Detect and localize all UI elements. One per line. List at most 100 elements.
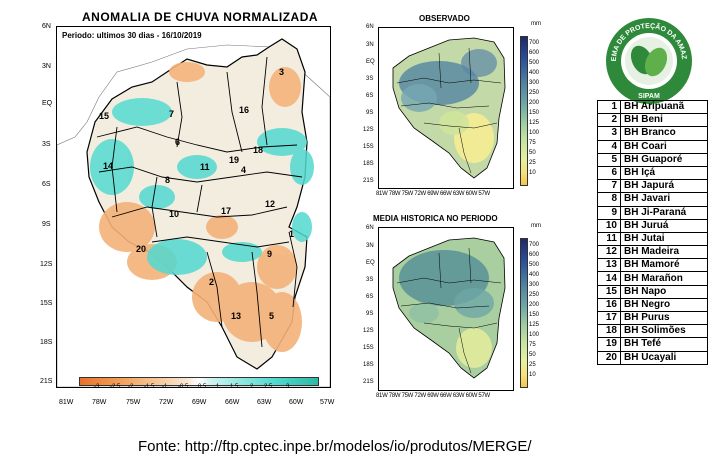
legend-name: BH Juruá bbox=[620, 218, 708, 233]
legend-num: 17 bbox=[597, 310, 621, 326]
colorbar-tick: 2.5 bbox=[264, 384, 273, 390]
basin-label-2: 2 bbox=[209, 277, 214, 287]
legend-num: 14 bbox=[597, 271, 621, 286]
historical-map-title: MEDIA HISTORICA NO PERIODO bbox=[373, 214, 498, 223]
colorbar-tick: -0.5 bbox=[178, 384, 189, 390]
sub-basin-lines bbox=[96, 56, 303, 348]
basin-label-3: 3 bbox=[279, 67, 284, 77]
observed-colorbar bbox=[520, 36, 528, 186]
colorbar-tick: 1.5 bbox=[230, 384, 239, 390]
lat-tick: 9S bbox=[42, 221, 51, 228]
observed-colorbar-tick: 700 bbox=[529, 40, 540, 46]
period-label: Periodo: ultimos 30 dias - 16/10/2019 bbox=[62, 31, 202, 40]
anomaly-colorbar bbox=[79, 377, 319, 386]
lat-tick: 6S bbox=[42, 181, 51, 188]
basin-label-8: 8 bbox=[165, 175, 170, 185]
lat-tick: 12S bbox=[363, 127, 374, 133]
legend-num: 16 bbox=[597, 297, 621, 313]
legend-name: BH Jutai bbox=[620, 231, 708, 247]
logo-acronym: SIPAM bbox=[638, 93, 660, 100]
historical-map-canvas bbox=[392, 237, 506, 379]
lat-tick: 21S bbox=[363, 178, 374, 184]
lat-tick: 3N bbox=[366, 42, 374, 48]
basin-label-20: 20 bbox=[136, 244, 146, 254]
basin-label-14: 14 bbox=[103, 161, 113, 171]
legend-row: 7 BH Japurá bbox=[597, 179, 708, 194]
historical-colorbar-tick: 700 bbox=[529, 242, 540, 248]
basin-label-5: 5 bbox=[269, 311, 274, 321]
colorbar-tick: -1 bbox=[162, 384, 168, 390]
legend-num: 12 bbox=[597, 245, 621, 260]
legend-name: BH Solimões bbox=[620, 324, 708, 339]
legend-row: 3 BH Branco bbox=[597, 126, 708, 141]
lon-tick: 72W bbox=[159, 399, 174, 406]
historical-colorbar-tick: 250 bbox=[529, 292, 540, 298]
legend-row: 15 BH Napo bbox=[597, 284, 708, 299]
lat-tick: 12S bbox=[40, 261, 53, 268]
legend-row: 1 BH Aripuanã bbox=[597, 99, 708, 115]
legend-name: BH Purus bbox=[620, 310, 708, 326]
legend-row: 14 BH Marañon bbox=[597, 271, 708, 286]
legend-name: BH Napo bbox=[620, 284, 708, 299]
legend-num: 4 bbox=[597, 139, 621, 154]
lon-tick: 63W bbox=[257, 399, 272, 406]
observed-colorbar-tick: 200 bbox=[529, 100, 540, 106]
legend-num: 19 bbox=[597, 337, 621, 352]
lat-tick: 9S bbox=[366, 110, 374, 116]
lat-tick: 6N bbox=[366, 225, 374, 231]
lat-tick: 3S bbox=[366, 76, 374, 82]
legend-name: BH Beni bbox=[620, 113, 708, 128]
legend-row: 9 BH Ji-Paraná bbox=[597, 205, 708, 220]
observed-colorbar-tick: 125 bbox=[529, 120, 540, 126]
legend-name: BH Ji-Paraná bbox=[620, 205, 708, 220]
legend-name: BH Ucayali bbox=[620, 350, 708, 365]
legend-num: 7 bbox=[597, 179, 621, 194]
basin-label-17: 17 bbox=[221, 206, 231, 216]
source-caption: Fonte: http://ftp.cptec.inpe.br/modelos/… bbox=[138, 438, 532, 455]
historical-lon-ticks: 81W 78W 75W 72W 69W 66W 63W 60W 57W bbox=[376, 393, 490, 399]
legend-num: 2 bbox=[597, 113, 621, 128]
legend-num: 13 bbox=[597, 258, 621, 273]
lon-tick: 69W bbox=[192, 399, 207, 406]
lat-tick: EQ bbox=[366, 260, 375, 266]
observed-map-title: OBSERVADO bbox=[419, 14, 470, 23]
legend-name: BH Japurá bbox=[620, 179, 708, 194]
basin-label-7: 7 bbox=[169, 109, 174, 119]
historical-colorbar-tick: 400 bbox=[529, 272, 540, 278]
basin-label-18: 18 bbox=[253, 145, 263, 155]
lon-tick: 78W bbox=[92, 399, 107, 406]
sipam-logo: SISTEMA DE PROTEÇÃO DA AMAZÔNIA SIPAM bbox=[601, 9, 694, 106]
lat-tick: 21S bbox=[40, 378, 53, 385]
basin-label-11: 11 bbox=[200, 162, 210, 172]
historical-colorbar-tick: 150 bbox=[529, 312, 540, 318]
basin-number-labels: 1 2 3 4 5 6 7 8 9 10 11 12 13 14 15 16 1… bbox=[99, 67, 294, 321]
observed-colorbar-tick: 10 bbox=[529, 170, 536, 176]
lat-tick: 3S bbox=[366, 277, 374, 283]
legend-row: 19 BH Tefé bbox=[597, 337, 708, 352]
lon-tick: 57W bbox=[320, 399, 335, 406]
legend-num: 5 bbox=[597, 152, 621, 167]
main-map-title: ANOMALIA DE CHUVA NORMALIZADA bbox=[82, 10, 319, 24]
lat-tick: 15S bbox=[363, 345, 374, 351]
basin-label-19: 19 bbox=[229, 155, 239, 165]
historical-colorbar bbox=[520, 238, 528, 388]
observed-colorbar-tick: 500 bbox=[529, 60, 540, 66]
colorbar-tick: 0.5 bbox=[198, 384, 207, 390]
historical-colorbar-tick: 10 bbox=[529, 372, 536, 378]
legend-num: 15 bbox=[597, 284, 621, 299]
legend-name: BH Madeira bbox=[620, 245, 708, 260]
legend-row: 11 BH Jutai bbox=[597, 231, 708, 247]
observed-colorbar-tick: 75 bbox=[529, 140, 536, 146]
colorbar-tick: -1.5 bbox=[144, 384, 155, 390]
observed-colorbar-tick: 100 bbox=[529, 130, 540, 136]
lat-tick: EQ bbox=[366, 59, 375, 65]
lat-tick: 18S bbox=[363, 362, 374, 368]
basin-label-4: 4 bbox=[241, 165, 246, 175]
lat-tick: 12S bbox=[363, 328, 374, 334]
legend-row: 2 BH Beni bbox=[597, 113, 708, 128]
legend-name: BH Mamoré bbox=[620, 258, 708, 273]
observed-map-frame bbox=[378, 27, 528, 189]
historical-colorbar-tick: 300 bbox=[529, 282, 540, 288]
legend-num: 11 bbox=[597, 231, 621, 247]
observed-colorbar-tick: 300 bbox=[529, 80, 540, 86]
